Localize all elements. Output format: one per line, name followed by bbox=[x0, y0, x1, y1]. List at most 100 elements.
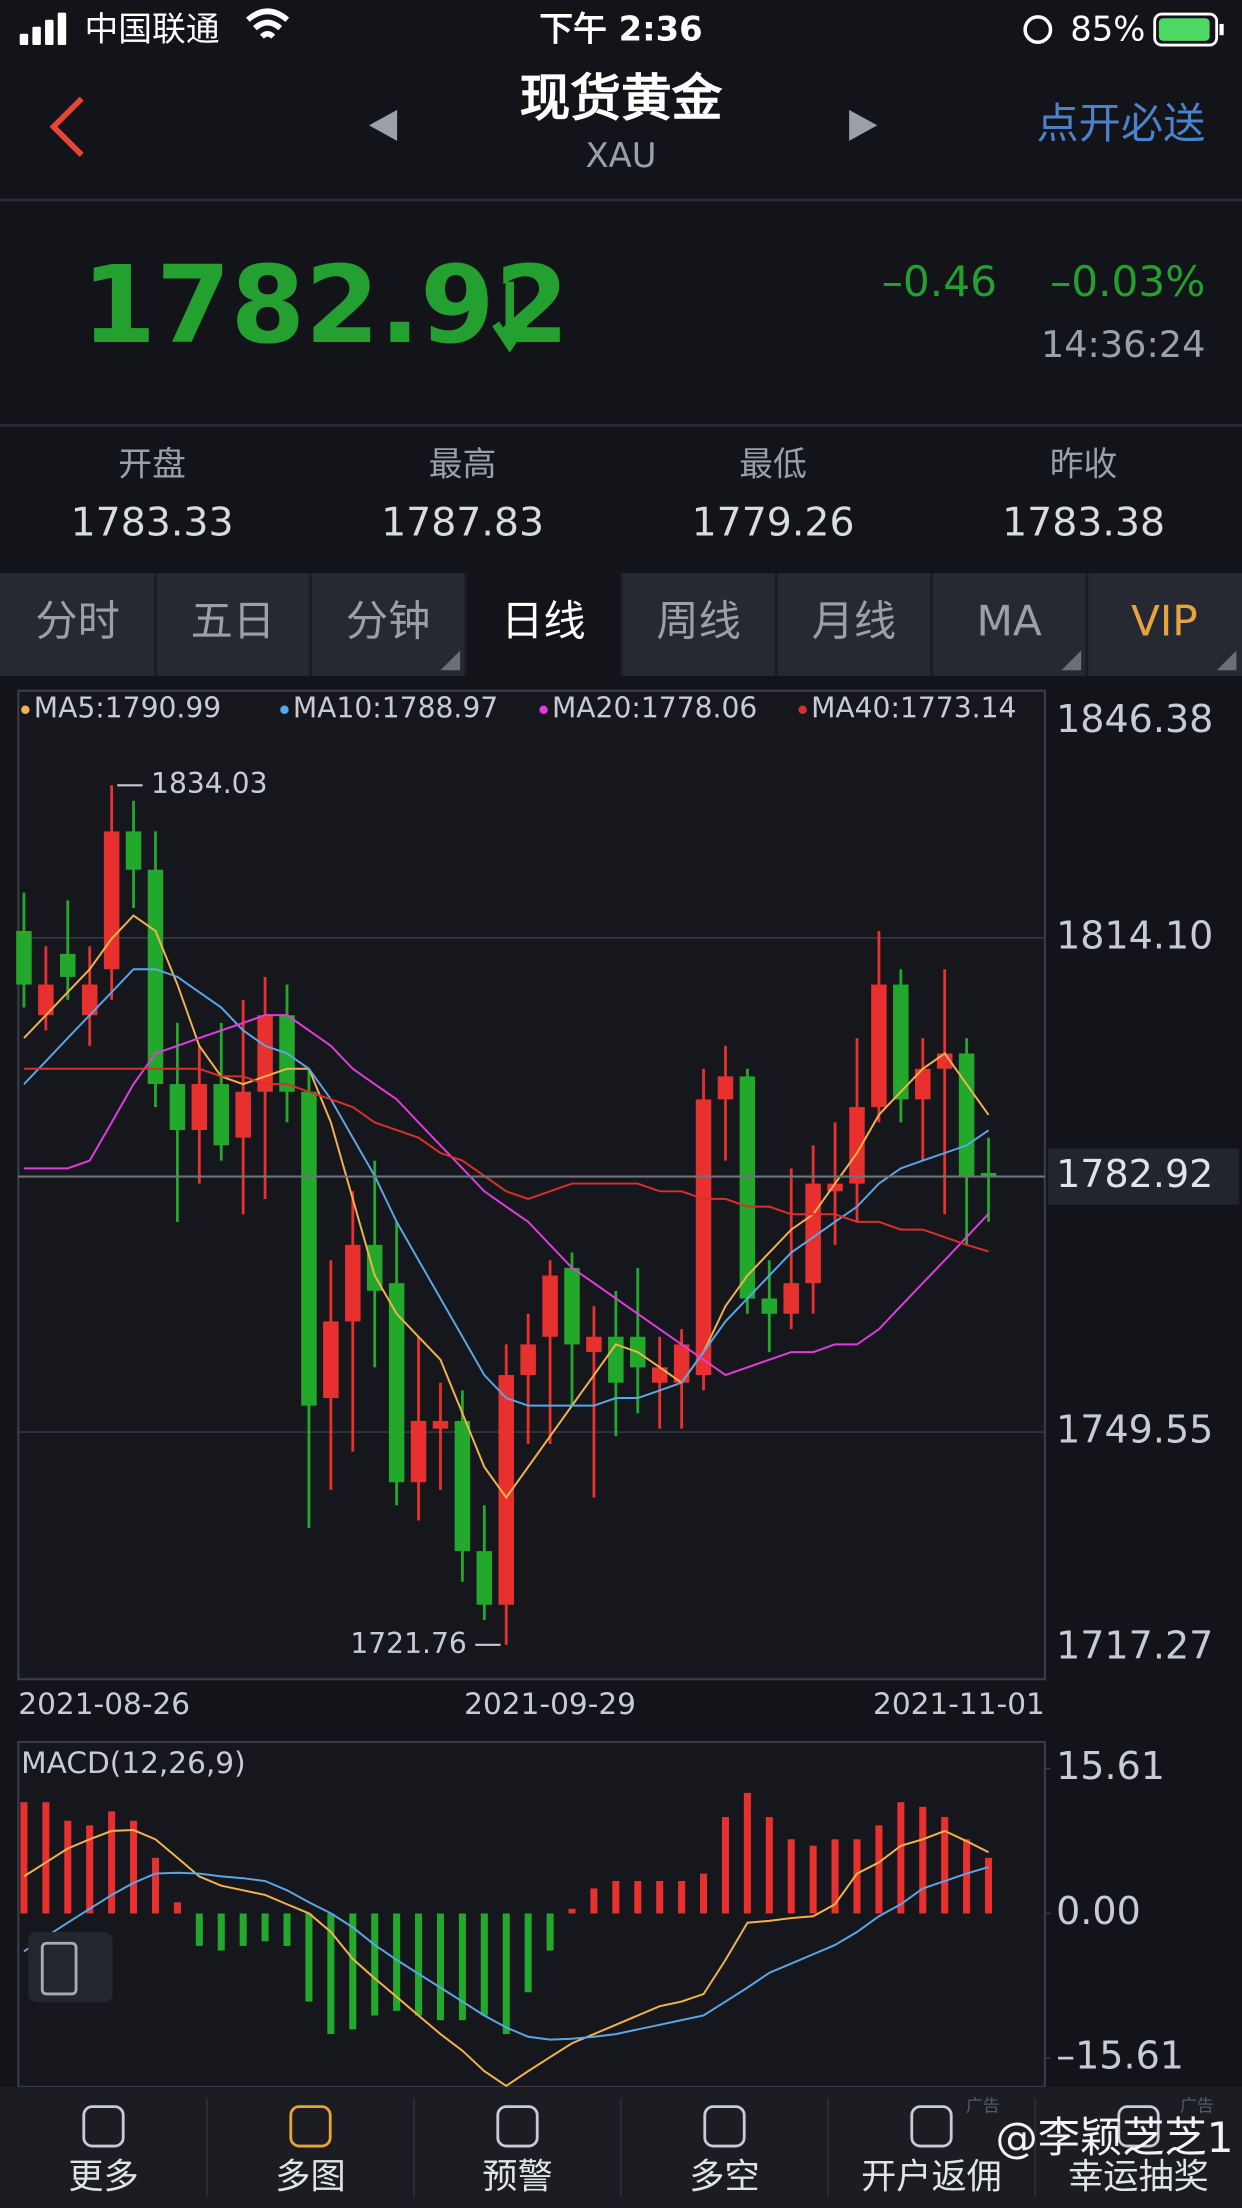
instrument-title: 现货黄金 bbox=[520, 68, 723, 127]
legend-dot bbox=[280, 705, 289, 714]
legend-label: MA20:1778.06 bbox=[552, 692, 757, 725]
macd-line bbox=[23, 1866, 989, 2041]
toolbar-label[interactable]: 开户返佣 bbox=[861, 2156, 1002, 2197]
y-tick-label: 15.61 bbox=[1056, 1744, 1165, 1788]
candle-body bbox=[60, 953, 76, 977]
candle-body bbox=[958, 1053, 975, 1176]
tab-label[interactable]: MA bbox=[976, 596, 1041, 645]
macd-bar bbox=[524, 1913, 532, 1993]
candle-body bbox=[849, 1107, 865, 1184]
toolbar-label[interactable]: 多空 bbox=[689, 2156, 759, 2197]
candle-body bbox=[323, 1321, 339, 1399]
stat-label: 开盘 bbox=[118, 445, 186, 484]
stat-label: 昨收 bbox=[1050, 445, 1118, 484]
macd-bar bbox=[393, 1913, 401, 2011]
toolbar-icon bbox=[1117, 2105, 1160, 2148]
macd-bar bbox=[700, 1873, 708, 1914]
candle-body bbox=[761, 1298, 778, 1314]
lock-icon bbox=[1023, 15, 1053, 45]
legend-dot bbox=[798, 705, 807, 714]
candle-body bbox=[213, 1084, 229, 1146]
macd-line bbox=[23, 1829, 989, 2088]
stat-label: 最低 bbox=[739, 445, 807, 484]
macd-title: MACD(12,26,9) bbox=[21, 1746, 246, 1780]
carrier: 中国联通 bbox=[84, 9, 219, 48]
stat-label: 最高 bbox=[429, 445, 497, 484]
candle-body bbox=[432, 1420, 449, 1429]
macd-bar bbox=[568, 1908, 576, 1914]
last-price-label: 1782.92 bbox=[1056, 1152, 1213, 1196]
macd-bar bbox=[108, 1811, 116, 1914]
toolbar-icon bbox=[703, 2105, 746, 2148]
candle-body bbox=[410, 1420, 427, 1483]
candle-body bbox=[169, 1084, 186, 1131]
down-arrow bbox=[492, 281, 528, 353]
tab-label[interactable]: 周线 bbox=[656, 596, 740, 645]
tab-label[interactable]: 分钟 bbox=[346, 596, 430, 645]
active-tab[interactable] bbox=[465, 573, 621, 676]
candle-body bbox=[345, 1244, 361, 1322]
last-price-box bbox=[1047, 1148, 1240, 1205]
promo-link[interactable]: 点开必送 bbox=[1036, 99, 1205, 148]
prev-button[interactable] bbox=[368, 109, 398, 141]
candle-body bbox=[520, 1344, 536, 1376]
macd-bar bbox=[305, 1913, 313, 2002]
stats-row: 开盘 1783.33 最高 1787.83 最低 1779.26 昨收 1783.38 bbox=[71, 445, 1165, 546]
rotate-button[interactable] bbox=[28, 1932, 113, 2003]
back-button[interactable] bbox=[49, 96, 84, 157]
next-button[interactable] bbox=[849, 109, 878, 141]
macd-bar bbox=[765, 1817, 773, 1914]
legend-dot bbox=[21, 705, 30, 714]
ad-label: 广告 bbox=[966, 2096, 1000, 2116]
tab-label[interactable]: 五日 bbox=[191, 596, 275, 645]
candle-body bbox=[695, 1099, 712, 1376]
macd-bar bbox=[436, 1913, 444, 2021]
stat-value: 1779.26 bbox=[692, 500, 855, 546]
candle-body bbox=[893, 984, 909, 1100]
tab-label[interactable]: 月线 bbox=[812, 596, 896, 645]
candle-body bbox=[81, 984, 98, 1016]
tab-label[interactable]: 分时 bbox=[35, 596, 119, 645]
y-tick-label: 1814.10 bbox=[1056, 913, 1213, 957]
macd-bar bbox=[787, 1839, 795, 1914]
candle-body bbox=[915, 1068, 931, 1100]
clock: 下午 2:36 bbox=[539, 9, 702, 48]
macd-bar bbox=[941, 1817, 949, 1914]
macd-bar bbox=[875, 1825, 883, 1914]
macd-bar bbox=[195, 1913, 203, 1946]
chart-area: 1846.38 1814.10 1749.55 1717.27 2021-08-26 20… bbox=[16, 689, 1240, 2088]
candle-body bbox=[542, 1275, 558, 1337]
legend-dot bbox=[539, 705, 548, 714]
candle-body bbox=[125, 831, 142, 870]
candle-body bbox=[827, 1183, 843, 1192]
macd-bar bbox=[327, 1913, 335, 2035]
toolbar-label[interactable]: 幸运抽奖 bbox=[1068, 2156, 1209, 2197]
tab-label[interactable]: 日线 bbox=[501, 596, 585, 645]
macd-bar bbox=[897, 1802, 905, 1914]
macd-bar bbox=[721, 1817, 729, 1914]
macd-bar bbox=[283, 1913, 291, 1946]
battery-level: 85% bbox=[1070, 9, 1145, 48]
macd-bar bbox=[656, 1881, 664, 1914]
macd-bar bbox=[963, 1839, 971, 1914]
toolbar-icon bbox=[496, 2105, 539, 2148]
macd-bar bbox=[546, 1913, 554, 1951]
candle-body bbox=[871, 984, 887, 1108]
stat-value: 1783.33 bbox=[71, 500, 234, 546]
y-tick-label: –15.61 bbox=[1056, 2034, 1184, 2078]
ma-line bbox=[23, 1067, 989, 1253]
x-tick-label: 2021-08-26 bbox=[18, 1687, 190, 1721]
macd-bar bbox=[985, 1857, 993, 1914]
macd-bar bbox=[853, 1839, 861, 1914]
y-tick-label: 1846.38 bbox=[1056, 697, 1213, 741]
toolbar-label[interactable]: 更多 bbox=[68, 2156, 138, 2197]
toolbar-label[interactable]: 多图 bbox=[275, 2156, 345, 2197]
macd-bar bbox=[502, 1913, 510, 2035]
macd-bar bbox=[634, 1881, 642, 1914]
ad-label: 广告 bbox=[1180, 2096, 1214, 2116]
candle-body bbox=[191, 1084, 208, 1131]
toolbar-label[interactable]: 预警 bbox=[482, 2156, 552, 2197]
tab-label[interactable]: VIP bbox=[1131, 596, 1198, 645]
max-label: 1834.03 bbox=[151, 767, 267, 800]
